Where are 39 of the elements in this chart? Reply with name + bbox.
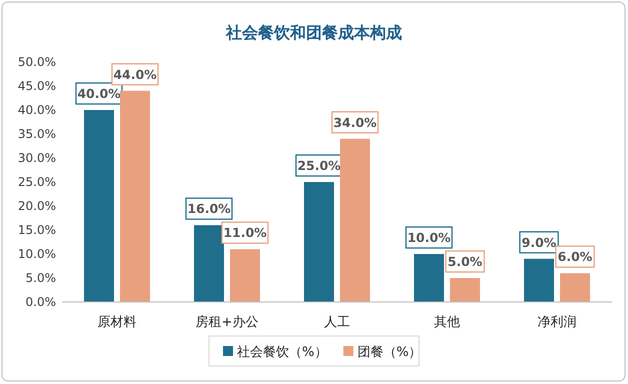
bar	[524, 258, 554, 302]
bar	[194, 225, 224, 302]
legend-label: 社会餐饮（%）	[237, 345, 328, 360]
chart-title: 社会餐饮和团餐成本构成	[225, 23, 402, 42]
bar	[414, 254, 444, 302]
x-tick-label: 原材料	[98, 315, 136, 330]
data-label: 5.0%	[448, 254, 483, 269]
y-tick-label: 20.0%	[18, 199, 56, 213]
bar	[120, 90, 150, 302]
y-tick-label: 25.0%	[18, 175, 56, 189]
bar	[84, 110, 114, 302]
data-label: 16.0%	[187, 201, 232, 216]
bar	[560, 273, 590, 302]
bar	[304, 182, 334, 302]
y-tick-label: 45.0%	[18, 79, 56, 93]
data-label: 10.0%	[407, 230, 452, 245]
data-label: 9.0%	[522, 234, 557, 250]
data-label: 44.0%	[113, 66, 158, 82]
bar	[450, 278, 480, 302]
data-label: 34.0%	[333, 114, 378, 130]
y-tick-label: 15.0%	[18, 223, 56, 237]
data-label: 25.0%	[297, 158, 342, 173]
y-tick-label: 35.0%	[18, 127, 56, 141]
data-label: 40.0%	[77, 86, 122, 101]
bar	[230, 249, 260, 302]
y-tick-label: 5.0%	[26, 271, 56, 285]
y-tick-label: 30.0%	[18, 151, 56, 165]
y-tick-label: 10.0%	[18, 247, 56, 261]
bar	[340, 138, 370, 302]
x-tick-label: 房租+办公	[196, 314, 258, 330]
x-tick-label: 净利润	[538, 315, 576, 330]
x-tick-label: 人工	[324, 315, 350, 330]
y-tick-label: 50.0%	[18, 55, 56, 69]
data-label: 11.0%	[223, 225, 268, 240]
y-tick-label: 0.0%	[26, 295, 56, 309]
x-tick-label: 其他	[434, 315, 460, 330]
legend-label: 团餐（%）	[357, 345, 422, 360]
y-tick-label: 40.0%	[18, 103, 56, 117]
data-label: 6.0%	[558, 249, 593, 264]
